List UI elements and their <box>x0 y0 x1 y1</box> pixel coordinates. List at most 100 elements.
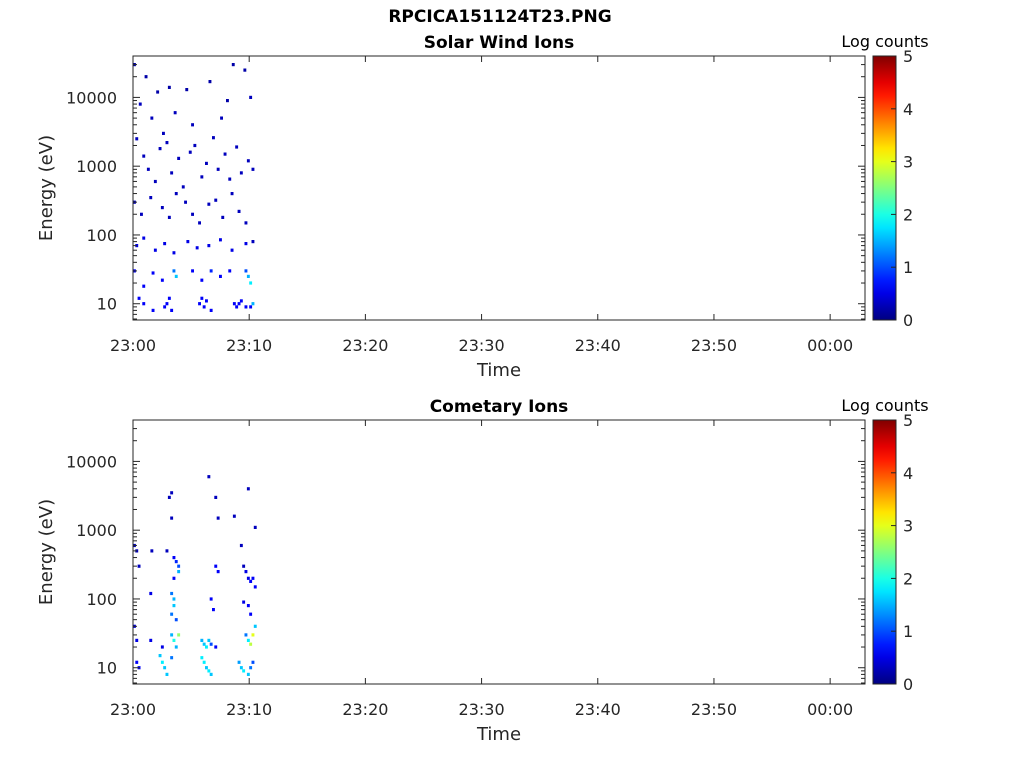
heatmap-cell <box>162 131 165 135</box>
colorbar-tick-label: 2 <box>903 569 913 588</box>
heatmap-cell <box>135 137 139 141</box>
heatmap-cell <box>207 244 211 248</box>
x-tick-label: 23:20 <box>342 700 388 719</box>
heatmap-cell <box>219 274 222 278</box>
heatmap-cell <box>163 666 167 670</box>
heatmap-cell <box>153 179 157 184</box>
heatmap-cell <box>216 570 220 574</box>
heatmap-cell <box>142 236 146 240</box>
heatmap-cell <box>144 75 148 79</box>
heatmap-cell <box>160 645 164 649</box>
heatmap-cell <box>205 299 208 303</box>
heatmap-cell <box>200 296 204 300</box>
x-tick-label: 23:00 <box>110 336 156 355</box>
heatmap-cell <box>253 624 257 628</box>
heatmap-cell <box>142 284 146 288</box>
heatmap-cell <box>209 597 213 601</box>
heatmap-cell <box>170 591 174 596</box>
heatmap-cell <box>137 296 141 300</box>
heatmap-cell <box>177 570 181 574</box>
heatmap-cell <box>150 549 154 553</box>
heatmap-cell <box>140 212 143 216</box>
heatmap-cell <box>235 145 239 149</box>
heatmap-cell <box>249 281 253 285</box>
heatmap-cell <box>163 242 167 246</box>
heatmap-cell <box>239 666 243 670</box>
heatmap-cell <box>173 111 177 115</box>
panel-solar-wind-ions: Solar Wind Ions 23:00 23:10 23:20 23:30 23:40… <box>36 32 929 381</box>
heatmap-cell <box>244 269 248 273</box>
x-tick-label: 23:30 <box>459 700 505 719</box>
heatmap-cell <box>249 666 253 670</box>
heatmap-cell <box>228 269 232 273</box>
heatmap-cell <box>216 167 220 171</box>
heatmap-cell <box>167 296 171 300</box>
heatmap-cell <box>249 305 253 309</box>
heatmap-cell <box>249 642 253 646</box>
heatmap-cell <box>158 147 162 151</box>
heatmap-cell <box>205 161 208 165</box>
heatmap-cell <box>174 274 178 278</box>
heatmap-cell <box>142 302 146 306</box>
heatmap-cell <box>237 660 241 664</box>
heatmap-cell <box>246 274 250 278</box>
colorbar-tick-label: 1 <box>903 622 913 641</box>
heatmap-cell <box>200 278 204 282</box>
heatmap-cell <box>242 669 246 673</box>
plot-frame <box>132 55 866 321</box>
heatmap-cell <box>251 302 255 306</box>
colorbar-label: Log counts <box>841 396 928 415</box>
heatmap-cell <box>170 612 174 616</box>
heatmap-cell <box>242 600 246 604</box>
colorbar-label: Log counts <box>841 32 928 51</box>
heatmap-cell <box>184 200 187 204</box>
heatmap-cell <box>151 271 155 275</box>
heatmap-cell <box>198 221 201 225</box>
heatmap-cell <box>167 215 171 219</box>
y-tick-label: 1000 <box>76 521 117 540</box>
colorbar-tick-label: 0 <box>903 311 913 330</box>
colorbar-tick-label: 3 <box>903 517 913 536</box>
heatmap-cell <box>160 206 164 210</box>
heatmap-cell <box>209 642 213 646</box>
y-tick-label: 10 <box>97 659 117 678</box>
colorbar-tick-label: 4 <box>903 100 913 119</box>
heatmap-cell <box>251 240 255 244</box>
heatmap-cell <box>219 238 222 242</box>
heatmap-cell <box>150 116 154 120</box>
heatmap-cell <box>191 123 194 127</box>
heatmap-cell <box>200 656 204 660</box>
heatmap-cell <box>251 167 255 171</box>
heatmap-cell <box>232 302 236 306</box>
heatmap-cell <box>239 299 243 303</box>
heatmap-cell <box>249 612 253 616</box>
heatmap-cell <box>172 597 176 601</box>
heatmap-cell <box>239 543 243 548</box>
heatmap-cell <box>172 576 176 580</box>
heatmap-cell <box>212 608 215 612</box>
x-tick-label: 23:10 <box>226 336 272 355</box>
y-axis-label: Energy (eV) <box>36 499 57 605</box>
heatmap-cell <box>244 570 248 574</box>
heatmap-cell <box>177 633 181 637</box>
heatmap-cell <box>249 579 253 583</box>
heatmap-cell <box>158 654 162 658</box>
heatmap-cell <box>170 171 174 175</box>
x-tick-label: 23:00 <box>110 700 156 719</box>
heatmap-cell <box>251 660 255 664</box>
heatmap-cell <box>172 604 176 608</box>
heatmap-cells <box>133 475 257 676</box>
heatmap-cell <box>237 209 241 213</box>
figure-title: RPCICA151124T23.PNG <box>388 7 612 27</box>
heatmap-cell <box>246 638 250 642</box>
colorbar-frame <box>872 419 897 685</box>
x-axis-label: Time <box>476 360 521 381</box>
heatmap-cell <box>207 638 211 642</box>
heatmap-cell <box>202 660 206 664</box>
panel-title: Cometary Ions <box>430 397 569 417</box>
y-tick-label: 1000 <box>76 157 117 176</box>
x-tick-label: 23:20 <box>342 336 388 355</box>
heatmap-cell <box>253 525 257 529</box>
y-tick-label: 100 <box>86 226 117 245</box>
